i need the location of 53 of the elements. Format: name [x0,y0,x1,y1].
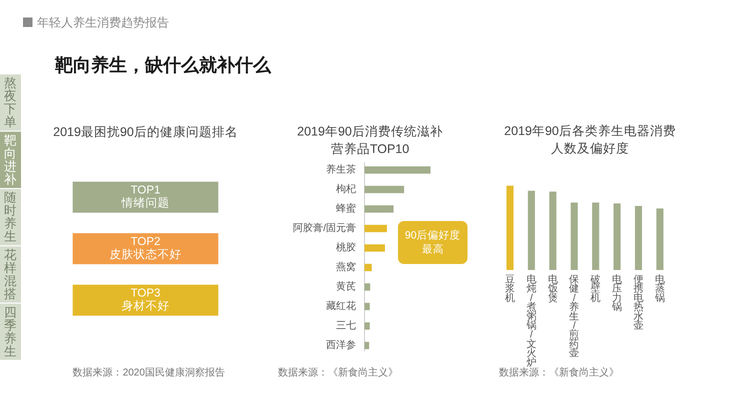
x-tick-label: 电压力锅 [611,273,622,313]
category-label: TOP1 情绪问题 [120,184,170,210]
x-tick-label: 破壁机 [590,273,601,304]
x-tick-label: 便携电热水壶 [633,274,644,331]
bar [528,190,535,270]
y-tick-label: 蜂蜜 [336,202,356,214]
text: 2019最困扰90后的健康问题排名 [53,125,238,139]
chart-title: 2019年90后消费传统滋补营养品TOP10 [297,124,443,156]
text: 靶向养生，缺什么就补什么 [54,55,272,75]
category-label: 四季养生 [4,305,17,358]
bar [364,224,387,232]
bar [364,166,430,174]
bar [364,264,372,272]
category-label: TOP3 身材不好 [122,288,170,313]
category-label: 保健/养生/煎药壶 [569,274,580,359]
category-label: 电炖/煮粥锅/文火炉 [526,274,536,368]
y-tick-label: 黄芪 [336,280,356,292]
x-tick-label: 豆浆机 [505,274,516,304]
bar [364,186,404,194]
bar [364,342,370,350]
bar [364,322,370,330]
bar [570,202,578,270]
source-note: 数据来源：《新食尚主义》 [278,366,398,378]
y-tick-label: 枸杞 [336,183,356,195]
text: 年轻人养生消费趋势报告 [37,16,169,30]
bar [364,205,394,213]
source-note: 数据来源：《新食尚主义》 [499,366,619,378]
x-tick-label: 电蒸锅 [654,273,665,304]
bar [656,208,664,270]
y-tick-label: 藏红花 [326,300,356,312]
y-tick-label: 燕窝 [336,261,356,273]
y-tick-label: 阿胶膏/固元膏 [293,222,356,234]
chart-title: 2019年90后各类养生电器消费人数及偏好度 [504,123,676,156]
category-label: 靶向进补 [4,133,17,186]
y-tick-label: 桃胶 [336,242,356,254]
bar [364,302,370,310]
category-label: TOP2 皮肤状态不好 [110,236,182,262]
y-tick-label: 养生茶 [326,164,356,176]
category-label: 随时养生 [4,190,17,244]
annotation: 90后偏好度最高 [404,228,461,256]
bar [549,192,556,270]
y-tick-label: 西洋参 [326,339,356,351]
bar [634,206,642,270]
bar [592,202,600,270]
category-label: 熬夜下单 [4,76,17,130]
bar [364,244,385,252]
x-tick-label: 电饭煲 [546,273,558,304]
bar [614,203,621,270]
y-tick-label: 三七 [336,320,356,332]
bar [364,283,370,291]
category-label: 花样混搭 [4,248,17,301]
source-note: 数据来源：2020国民健康洞察报告 [72,366,225,378]
bar [506,186,514,270]
